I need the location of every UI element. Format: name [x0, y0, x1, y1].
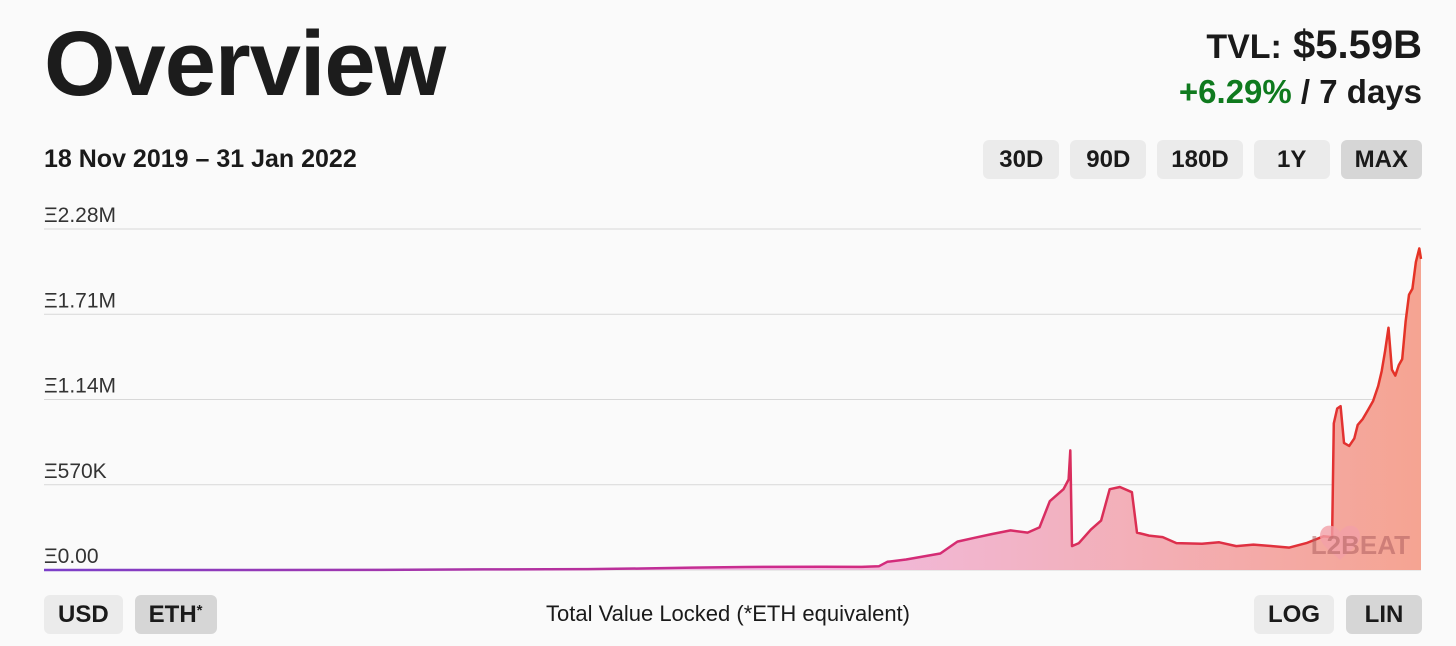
y-tick-label: Ξ0.00 — [44, 545, 99, 568]
page-title: Overview — [44, 13, 446, 115]
watermark-text: L2BEAT — [1311, 530, 1410, 560]
tvl-chart-svg[interactable]: Ξ0.00 Ξ570K Ξ1.14M Ξ1.71M Ξ2.28M L2BEAT — [0, 196, 1456, 581]
y-tick-label: Ξ1.14M — [44, 375, 116, 398]
range-max-button[interactable]: MAX — [1340, 140, 1422, 179]
tvl-area — [44, 248, 1421, 570]
eth-asterisk: * — [196, 602, 203, 619]
tvl-summary: TVL: $5.59B +6.29% / 7 days — [1179, 20, 1422, 112]
eth-button-label: ETH — [148, 600, 197, 628]
log-scale-button[interactable]: LOG — [1254, 595, 1334, 634]
l2beat-watermark: L2BEAT — [1311, 525, 1410, 560]
tvl-line — [44, 247, 1423, 572]
tvl-change-period: / 7 days — [1300, 73, 1422, 110]
range-180d-button[interactable]: 180D — [1157, 140, 1243, 179]
scale-toggle: LOG LIN — [1254, 595, 1422, 634]
tvl-value: $5.59B — [1293, 23, 1422, 67]
currency-toggle: USD ETH * — [44, 595, 217, 634]
range-30d-button[interactable]: 30D — [983, 140, 1060, 179]
range-1y-button[interactable]: 1Y — [1253, 140, 1330, 179]
chart-caption: Total Value Locked (*ETH equivalent) — [545, 601, 910, 626]
date-range: 18 Nov 2019 – 31 Jan 2022 — [44, 145, 357, 173]
usd-button[interactable]: USD — [44, 595, 123, 634]
lin-scale-button[interactable]: LIN — [1346, 595, 1422, 634]
tvl-change: +6.29% / 7 days — [1179, 72, 1422, 112]
usd-button-label: USD — [58, 600, 109, 628]
tvl-chart[interactable]: Ξ0.00 Ξ570K Ξ1.14M Ξ1.71M Ξ2.28M L2BEAT — [0, 196, 1456, 581]
tvl-change-value: +6.29% — [1178, 73, 1292, 110]
tvl-label: TVL: — [1206, 28, 1282, 66]
heart-icon — [1320, 525, 1360, 560]
eth-button[interactable]: ETH * — [134, 595, 217, 634]
y-tick-label: Ξ1.71M — [44, 289, 116, 312]
y-tick-label: Ξ2.28M — [44, 204, 116, 227]
range-selector: 30D 90D 180D 1Y MAX — [983, 140, 1422, 179]
range-90d-button[interactable]: 90D — [1070, 140, 1147, 179]
tvl-total: TVL: $5.59B — [1179, 20, 1422, 72]
y-tick-label: Ξ570K — [44, 460, 107, 483]
